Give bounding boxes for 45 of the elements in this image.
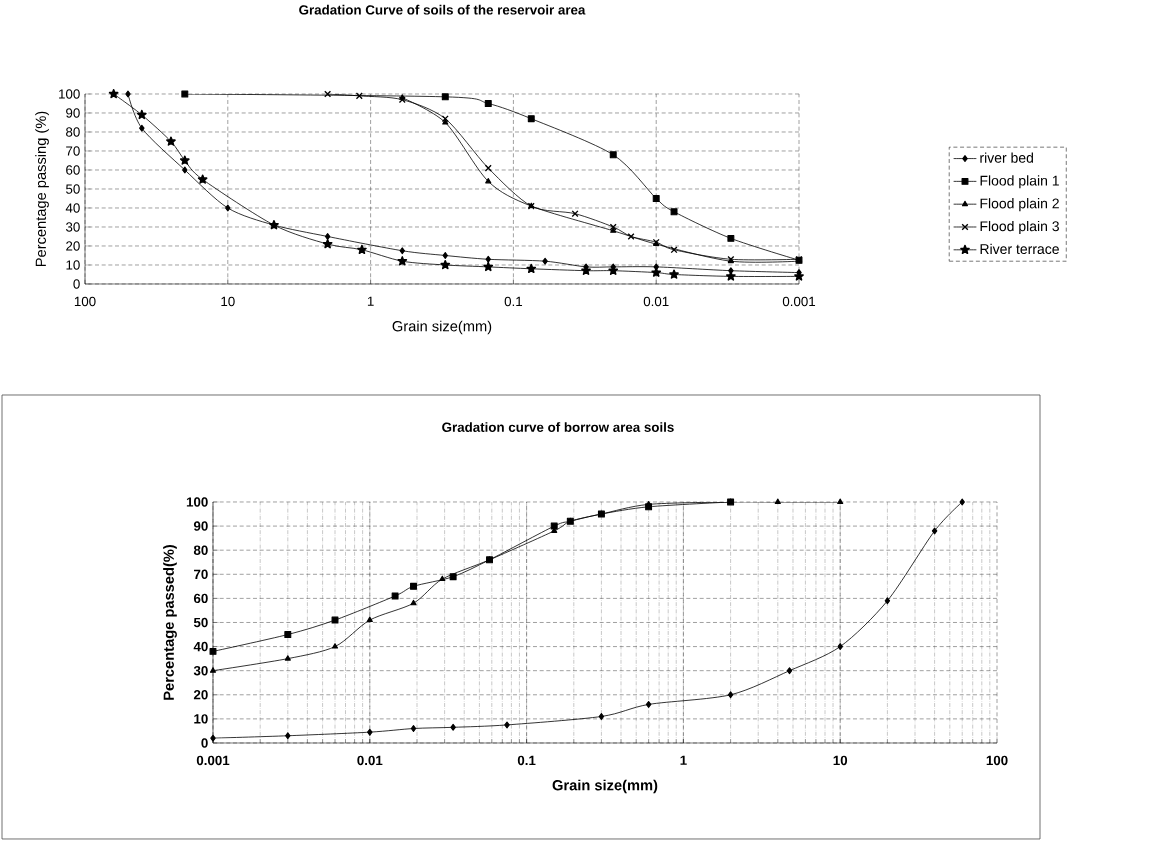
x-tick-label: 0.01: [643, 296, 669, 307]
legend-label: River terrace: [980, 243, 1059, 255]
y-tick-label: 50: [66, 184, 80, 194]
x-axis-title: Grain size(mm): [552, 779, 658, 794]
legend-label: Flood plain 2: [980, 198, 1059, 212]
y-tick-label: 0: [73, 279, 80, 289]
y-tick-label: 80: [193, 545, 208, 555]
x-tick-label: 10: [221, 296, 235, 307]
y-tick-label: 60: [193, 593, 208, 604]
y-tick-label: 30: [193, 665, 208, 676]
y-tick-label: 10: [194, 714, 208, 724]
y-tick-label: 90: [193, 521, 208, 531]
y-tick-label: 20: [193, 690, 208, 700]
legend-label: river bed: [980, 152, 1033, 163]
x-tick-label: 10: [833, 755, 848, 766]
x-tick-label: 0.1: [517, 755, 536, 766]
y-tick-label: 70: [66, 146, 80, 156]
x-tick-label: 0.001: [196, 755, 230, 766]
y-axis-title: Percentage passed(%): [163, 544, 177, 700]
y-tick-label: 40: [65, 203, 80, 213]
y-tick-label: 70: [194, 569, 208, 579]
x-tick-label: 1: [680, 755, 687, 765]
y-tick-label: 80: [66, 127, 80, 137]
y-tick-label: 90: [66, 108, 80, 118]
y-tick-label: 100: [186, 497, 208, 507]
y-tick-label: 50: [193, 617, 208, 628]
x-tick-label: 0.001: [782, 296, 816, 307]
chart-title: Gradation Curve of soils of the reservoir area: [299, 4, 586, 15]
y-tick-label: 100: [59, 89, 80, 99]
x-tick-label: 1: [367, 296, 374, 306]
chart-title: Gradation curve of borrow area soils: [442, 422, 674, 432]
y-tick-label: 10: [66, 260, 80, 270]
legend-label: Flood plain 1: [980, 175, 1059, 189]
y-tick-label: 20: [66, 241, 80, 251]
x-tick-label: 0.1: [504, 296, 523, 307]
y-tick-label: 30: [65, 222, 80, 232]
x-axis-title: Grain size(mm): [392, 320, 492, 335]
y-tick-label: 60: [66, 165, 80, 175]
y-tick-label: 0: [201, 738, 208, 748]
y-axis-title: Percentage passing (%): [35, 111, 49, 267]
legend-label: Flood plain 3: [980, 220, 1059, 234]
y-tick-label: 40: [193, 641, 208, 652]
x-tick-label: 0.01: [357, 755, 383, 766]
x-tick-label: 100: [74, 296, 96, 307]
x-tick-label: 100: [986, 755, 1008, 766]
